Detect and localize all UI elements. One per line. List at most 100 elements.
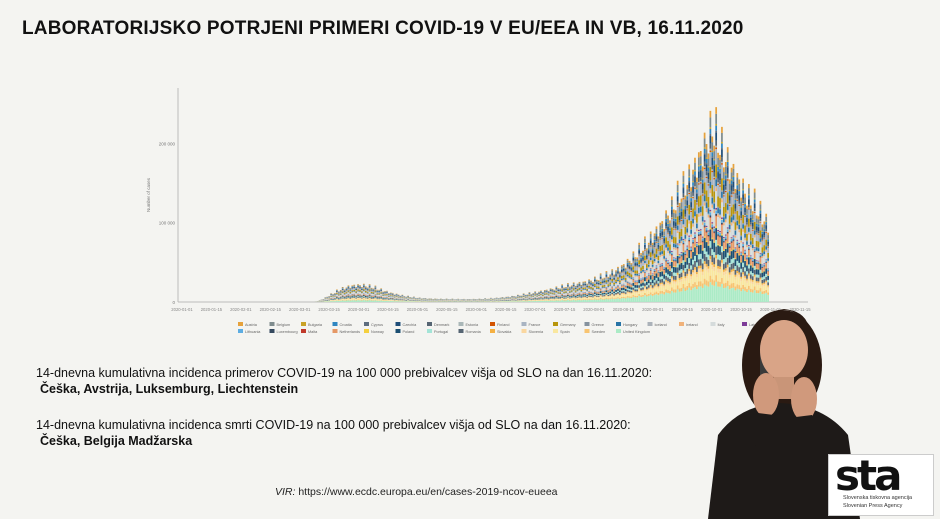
bar-segment (580, 297, 583, 298)
bar-segment (663, 259, 666, 261)
bar-segment (647, 247, 650, 249)
bar-segment (361, 287, 363, 288)
bar-segment (619, 292, 621, 294)
bar-segment (382, 296, 384, 297)
bar-segment (364, 286, 367, 287)
bar-segment (628, 269, 631, 273)
bar-segment (611, 276, 614, 279)
bar-segment (638, 293, 641, 296)
bar-segment (376, 293, 379, 295)
bar-segment (542, 298, 544, 299)
bar-segment (351, 291, 354, 293)
bar-segment (659, 271, 662, 272)
bar-segment (576, 286, 579, 287)
bar-segment (649, 270, 652, 271)
bar-segment (632, 257, 635, 261)
bar-segment (353, 295, 356, 297)
bar-segment (671, 261, 673, 269)
bar-segment (374, 295, 377, 297)
bar-segment (328, 301, 331, 302)
bar-segment (372, 289, 375, 290)
bar-segment (647, 279, 650, 280)
bar-segment (330, 301, 332, 302)
bar-segment (590, 289, 592, 292)
bar-segment (345, 289, 348, 291)
bar-segment (565, 293, 567, 295)
bar-segment (599, 291, 602, 293)
bar-segment (620, 273, 623, 276)
bar-segment (634, 270, 637, 274)
bar-segment (345, 288, 348, 289)
bar-segment (522, 295, 525, 296)
bar-segment (619, 297, 621, 299)
bar-segment (672, 247, 675, 248)
bar-segment (609, 279, 612, 280)
bar-segment (586, 296, 589, 297)
bar-segment (619, 294, 621, 296)
bar-segment (634, 266, 637, 271)
bar-segment (568, 287, 571, 289)
bar-segment (649, 268, 652, 271)
bar-segment (661, 237, 664, 238)
bar-segment (576, 300, 579, 302)
bar-segment (651, 295, 654, 302)
bar-segment (555, 293, 558, 295)
bar-segment (659, 279, 662, 283)
bar-segment (632, 260, 635, 262)
bar-segment (362, 300, 365, 302)
bar-segment (362, 296, 365, 298)
bar-segment (672, 266, 675, 273)
bar-segment (634, 261, 637, 263)
bar-segment (532, 296, 535, 298)
bar-segment (592, 289, 594, 291)
bar-segment (388, 298, 390, 300)
bar-segment (561, 286, 564, 288)
bar-segment (599, 273, 602, 275)
bar-segment (636, 270, 639, 274)
bar-segment (672, 225, 675, 228)
bar-segment (605, 280, 608, 283)
bar-segment (568, 296, 571, 298)
bar-segment (628, 276, 631, 278)
bar-segment (586, 287, 589, 290)
bar-segment (663, 258, 666, 260)
bar-segment (378, 295, 381, 297)
bar-segment (617, 268, 619, 270)
bar-segment (561, 295, 564, 297)
bar-segment (582, 294, 585, 296)
bar-segment (349, 288, 352, 290)
bar-segment (628, 278, 631, 283)
bar-segment (337, 297, 340, 299)
bar-segment (628, 262, 631, 265)
bar-segment (572, 286, 575, 289)
bar-segment (401, 301, 404, 302)
bar-segment (663, 250, 666, 256)
bar-segment (567, 296, 569, 298)
bar-segment (526, 296, 529, 298)
bar-segment (368, 298, 371, 300)
bar-segment (647, 274, 650, 276)
bar-segment (624, 297, 627, 299)
bar-segment (590, 297, 592, 298)
bar-segment (659, 263, 662, 265)
bar-segment (353, 291, 356, 292)
bar-segment (592, 290, 594, 293)
bar-segment (538, 296, 540, 298)
bar-segment (357, 289, 359, 291)
bar-segment (603, 296, 606, 298)
bar-segment (632, 279, 635, 283)
bar-segment (368, 284, 371, 286)
bar-segment (667, 246, 669, 248)
bar-segment (632, 278, 635, 280)
bar-segment (345, 293, 348, 296)
bar-segment (636, 267, 639, 271)
bar-segment (638, 250, 641, 253)
bar-segment (603, 291, 606, 293)
bar-segment (543, 297, 546, 299)
bar-segment (536, 295, 538, 297)
bar-segment (645, 286, 648, 290)
bar-segment (617, 285, 619, 287)
bar-segment (638, 264, 641, 267)
bar-segment (343, 300, 346, 302)
bar-segment (584, 299, 587, 300)
